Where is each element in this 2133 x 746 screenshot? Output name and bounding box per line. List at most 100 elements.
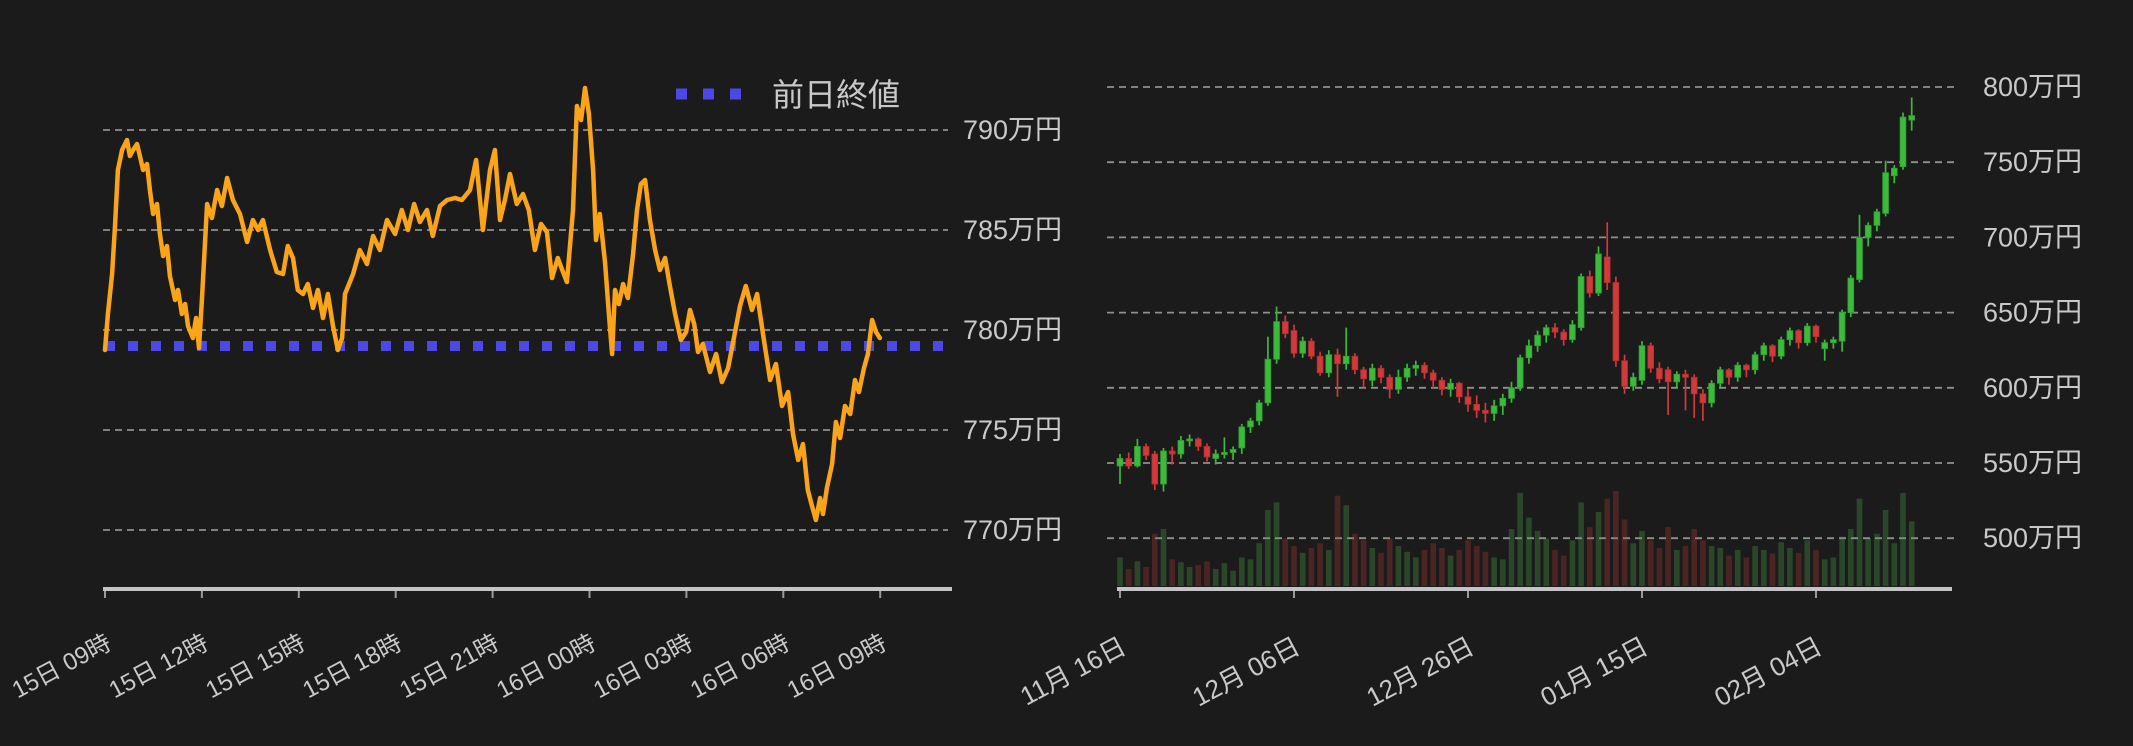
volume-bar (1691, 529, 1697, 586)
candle-body (1864, 224, 1872, 238)
candle-body (1125, 458, 1133, 467)
candle-body (1882, 172, 1889, 214)
volume-bar (1500, 559, 1506, 586)
y-axis-label: 700万円 (1983, 222, 2082, 252)
volume-bar (1604, 498, 1610, 586)
volume-bar (1273, 502, 1280, 586)
volume-bar (1665, 527, 1671, 586)
volume-bar (1552, 549, 1558, 586)
candle-body (1751, 354, 1759, 371)
volume-bar (1143, 567, 1149, 586)
volume-bar (1778, 542, 1784, 586)
y-axis-label: 600万円 (1983, 373, 2082, 403)
volume-bar (1186, 567, 1193, 586)
volume-bar (1134, 561, 1141, 586)
candle-body (1638, 345, 1646, 381)
candle-body (1856, 236, 1863, 280)
candle-body (1621, 360, 1628, 387)
volume-bar (1125, 568, 1132, 586)
candle-body (1673, 373, 1681, 383)
candle-body (1360, 369, 1367, 380)
volume-bar (1482, 551, 1489, 586)
volume-bar (1282, 538, 1289, 586)
candle-body (1838, 312, 1846, 342)
candle-body (1403, 367, 1411, 378)
volume-bar (1195, 565, 1202, 586)
candle-body (1847, 277, 1855, 313)
volume-bar (1734, 549, 1741, 586)
candle-body (1334, 354, 1341, 365)
candle-body (1429, 372, 1437, 381)
candle-body (1212, 453, 1220, 459)
volume-bar (1630, 543, 1637, 586)
candle-body (1325, 354, 1333, 374)
volume-bar (1787, 548, 1793, 586)
volume-bar (1239, 557, 1245, 586)
legend: 前日終値 (676, 77, 900, 113)
volume-bar (1761, 549, 1767, 586)
volume-bar (1795, 552, 1802, 586)
volume-bar (1569, 540, 1576, 586)
volume-bar (1769, 553, 1776, 586)
candle-body (1342, 355, 1350, 365)
volume-bar (1839, 536, 1845, 586)
candle-body (1760, 345, 1768, 356)
volume-bar (1752, 546, 1758, 586)
y-axis-label: 750万円 (1983, 147, 2082, 177)
volume-bar (1169, 559, 1175, 586)
candle-body (1203, 446, 1211, 458)
volume-bar (1708, 546, 1715, 586)
volume-bar (1204, 561, 1210, 586)
volume-bar (1352, 533, 1358, 586)
y-axis-label: 775万円 (963, 415, 1062, 445)
candle-body (1560, 331, 1568, 341)
candle-body (1290, 330, 1298, 354)
volume-bar (1360, 540, 1367, 586)
candle-body (1168, 450, 1176, 455)
candle-body (1821, 342, 1829, 350)
volume-bar (1221, 563, 1228, 586)
candle-body (1151, 453, 1159, 485)
candle-body (1516, 357, 1524, 389)
candle-body (1630, 376, 1637, 387)
volume-bar (1830, 557, 1837, 586)
volume-bar (1621, 519, 1628, 586)
volume-bar (1700, 540, 1706, 586)
volume-bar (1430, 543, 1436, 586)
volume-bar (1343, 505, 1349, 586)
volume-bar (1543, 538, 1550, 586)
candle-body (1508, 387, 1515, 399)
volume-bar (1848, 529, 1854, 586)
volume-bar (1517, 492, 1523, 586)
candle-body (1438, 379, 1446, 390)
volume-bar (1874, 533, 1880, 586)
candle-body (1708, 382, 1715, 404)
candle-body (1795, 330, 1802, 344)
candle-body (1586, 276, 1594, 294)
volume-bar (1160, 529, 1167, 586)
candle-body (1238, 426, 1246, 449)
y-axis-label: 500万円 (1983, 523, 2082, 553)
candle-body (1543, 327, 1550, 336)
candle-body (1595, 253, 1602, 294)
y-axis-label: 800万円 (1983, 72, 2082, 102)
candle-body (1369, 367, 1376, 381)
candle-body (1229, 449, 1237, 453)
candle-body (1534, 334, 1541, 347)
volume-bar (1334, 495, 1341, 586)
volume-bar (1647, 540, 1654, 586)
volume-bar (1595, 511, 1602, 586)
volume-bar (1456, 549, 1463, 586)
candle-body (1221, 452, 1228, 455)
volume-bar (1856, 498, 1863, 586)
volume-bar (1813, 549, 1819, 586)
volume-bar (1639, 530, 1645, 586)
candle-body (1551, 327, 1559, 333)
candle-body (1377, 367, 1385, 378)
candle-body (1195, 438, 1202, 447)
candle-body (1830, 339, 1837, 344)
candle-body (1412, 364, 1420, 369)
candle-body (1769, 345, 1776, 357)
volume-bar (1265, 510, 1271, 586)
